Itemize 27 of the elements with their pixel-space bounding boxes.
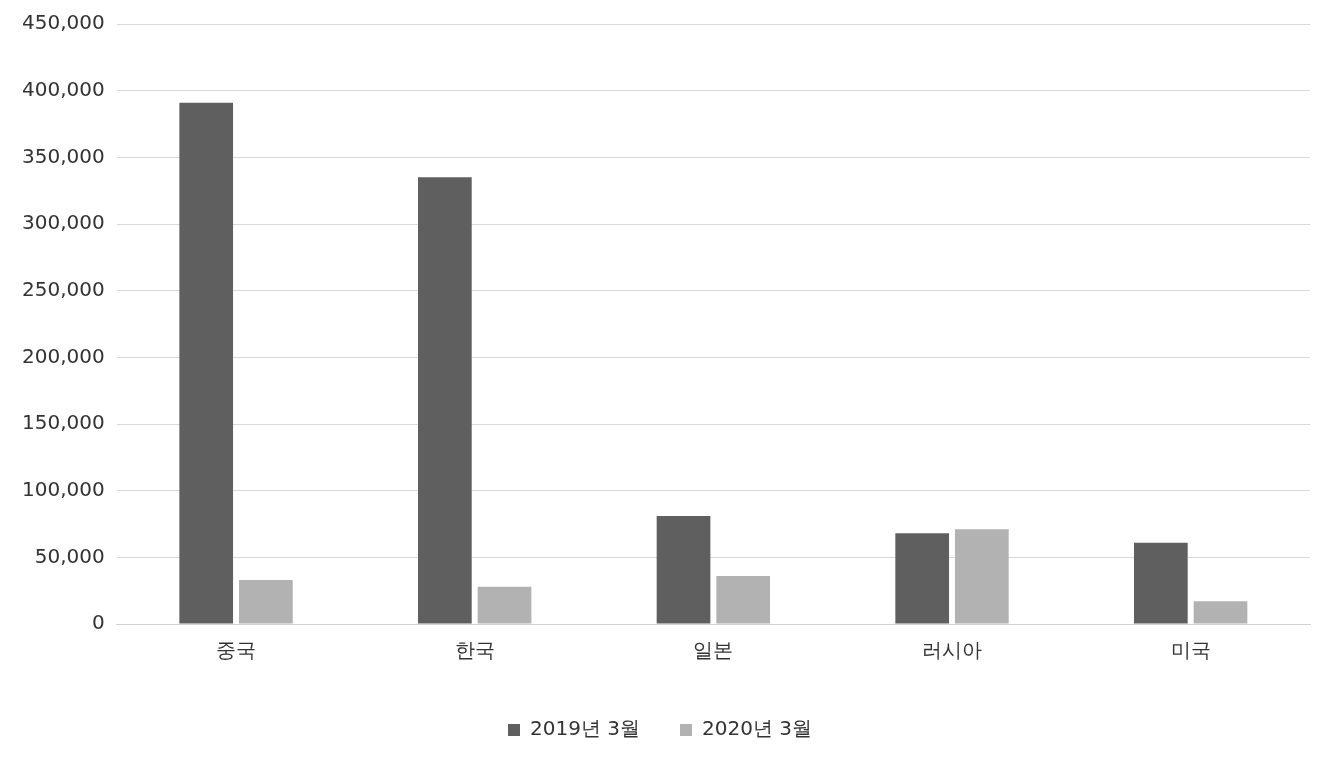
bar bbox=[1133, 542, 1188, 624]
x-tick-label: 한국 bbox=[454, 638, 495, 663]
legend-label: 2019년 3월 bbox=[530, 716, 640, 741]
y-tick-label: 300,000 bbox=[21, 210, 105, 235]
y-tick-label: 450,000 bbox=[21, 10, 105, 35]
y-tick-label: 50,000 bbox=[34, 543, 105, 568]
y-tick-label: 100,000 bbox=[21, 476, 105, 501]
y-tick-label: 150,000 bbox=[21, 410, 105, 435]
bar bbox=[418, 177, 472, 624]
bar bbox=[239, 580, 293, 624]
x-tick-label: 미국 bbox=[1170, 638, 1211, 663]
x-tick-label: 러시아 bbox=[922, 638, 983, 663]
y-tick-label: 250,000 bbox=[21, 276, 105, 301]
y-tick-label: 200,000 bbox=[21, 343, 105, 368]
y-tick-label: 400,000 bbox=[21, 76, 105, 101]
bar bbox=[895, 533, 950, 624]
bar bbox=[179, 102, 234, 624]
x-tick-label: 일본 bbox=[693, 638, 734, 663]
y-tick-label: 0 bbox=[91, 610, 105, 635]
legend-label: 2020년 3월 bbox=[702, 716, 812, 741]
bar bbox=[656, 516, 711, 624]
bar bbox=[955, 529, 1009, 624]
x-tick-label: 중국 bbox=[216, 638, 257, 663]
y-tick-label: 350,000 bbox=[21, 143, 105, 168]
bar bbox=[1193, 601, 1248, 624]
bar bbox=[477, 586, 532, 624]
bar bbox=[716, 576, 771, 624]
